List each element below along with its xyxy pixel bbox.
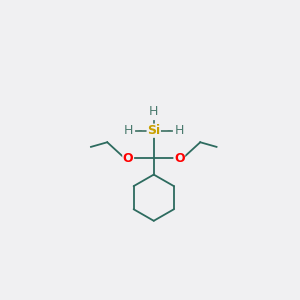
Text: Si: Si xyxy=(147,124,160,137)
Text: -: - xyxy=(137,124,142,137)
Text: -: - xyxy=(166,124,170,137)
Text: H: H xyxy=(175,124,184,137)
Text: O: O xyxy=(123,152,134,165)
Text: H: H xyxy=(124,124,133,137)
Text: H: H xyxy=(149,105,158,118)
Text: O: O xyxy=(174,152,184,165)
